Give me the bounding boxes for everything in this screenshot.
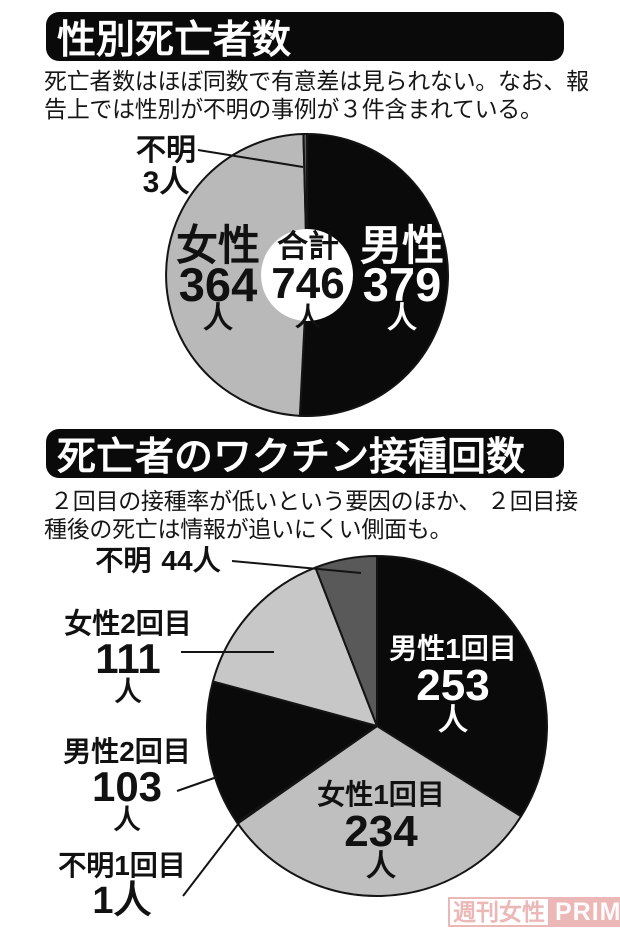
pie2-male2-label-block: 男性2回目 103 人 [63, 735, 191, 835]
unknown-leader-line [197, 149, 304, 168]
pie2-female2-label-block: 女性2回目 111 人 [64, 607, 192, 707]
pie2-male1-label-block: 男性1回目 253 人 [389, 632, 517, 736]
pie2-male2-label: 男性2回目 [63, 736, 191, 767]
pie1-total-unit: 人 [294, 302, 322, 332]
pie2-unknown44-callout: 不明 44人 [95, 544, 220, 578]
pie2-male1-unit: 人 [437, 704, 468, 737]
watermark-magazine: 週刊女性 [448, 897, 550, 927]
pie2-female1-unit: 人 [365, 850, 396, 883]
pie-slice-不明 [314, 555, 378, 727]
pie1-total-label: 合計 [276, 229, 339, 264]
vaccine-pie-leaders [176, 560, 362, 897]
gender-pie-chart [165, 133, 449, 417]
pie1-female-unit: 人 [202, 302, 233, 335]
male2-leader-line [176, 776, 218, 792]
pie1-unknown-value-line: 3人 [142, 166, 190, 199]
donut-hole [261, 229, 353, 321]
watermark-brand: PRIME [550, 897, 620, 927]
pie1-male-label: 男性 [359, 222, 445, 269]
pie1-unknown-label: 不明 [136, 134, 196, 167]
pie1-center-total-block: 合計 746 人 [271, 229, 345, 332]
pie2-female1-label: 女性1回目 [317, 779, 445, 810]
pie-slice-女性 [165, 133, 308, 417]
gender-pie-slices [165, 133, 449, 417]
pie2-female2-value: 111 [95, 635, 161, 682]
section1-description: 死亡者数はほぼ同数で有意差は見られない。なお、報告上では性別が不明の事例が３件含… [44, 68, 589, 123]
pie2-male1-label: 男性1回目 [389, 633, 517, 664]
pie1-male-label-block: 男性 379 人 [359, 222, 445, 335]
pie-slice-女性2回目 [211, 566, 378, 727]
gender-pie-leaders [197, 149, 304, 168]
unknown44-leader-line [231, 560, 362, 574]
pie-slice-男性 [298, 133, 449, 417]
pie-slice-男性2回目 [206, 680, 378, 824]
pie1-total-value: 746 [271, 259, 345, 308]
pie2-unknown1-callout: 不明1回目 1人 [58, 849, 186, 922]
pie2-male2-value: 103 [91, 763, 163, 810]
pie-slice-男性1回目 [376, 555, 548, 818]
pie2-female1-value: 234 [344, 807, 418, 856]
section2-title: 死亡者のワクチン接種回数 [57, 435, 526, 479]
vaccine-pie-slices [206, 555, 548, 897]
pie2-unknown1-value-line: 1人 [92, 880, 152, 922]
pie2-unknown44-line: 不明 44人 [95, 545, 221, 576]
pie2-male1-value: 253 [416, 661, 490, 710]
pie1-unknown-callout: 不明 3人 [136, 135, 196, 199]
watermark: 週刊女性 PRIME [448, 897, 620, 927]
section1-title: 性別死亡者数 [57, 18, 292, 62]
pie2-male2-unit: 人 [113, 805, 141, 835]
section2-title-banner: 死亡者のワクチン接種回数 [46, 429, 564, 479]
pie1-female-label-block: 女性 364 人 [175, 222, 261, 335]
pie2-female2-unit: 人 [114, 677, 142, 707]
pie2-female1-label-block: 女性1回目 234 人 [317, 778, 445, 882]
unknown1-leader-line [182, 822, 240, 897]
pie2-female2-label: 女性2回目 [64, 608, 192, 639]
section2-description: ２回目の接種率が低いという要因のほか、 ２回目接種後の死亡は情報が追いにくい側面… [44, 488, 578, 543]
pie1-female-value: 364 [178, 258, 258, 311]
pie1-male-value: 379 [362, 258, 442, 311]
section1-title-banner: 性別死亡者数 [46, 12, 564, 62]
vaccine-pie-chart [176, 555, 548, 897]
pie2-unknown1-label: 不明1回目 [58, 850, 186, 881]
pie-slice-女性1回目 [236, 725, 523, 897]
pie1-female-label: 女性 [175, 222, 261, 269]
pie1-male-unit: 人 [386, 302, 417, 335]
